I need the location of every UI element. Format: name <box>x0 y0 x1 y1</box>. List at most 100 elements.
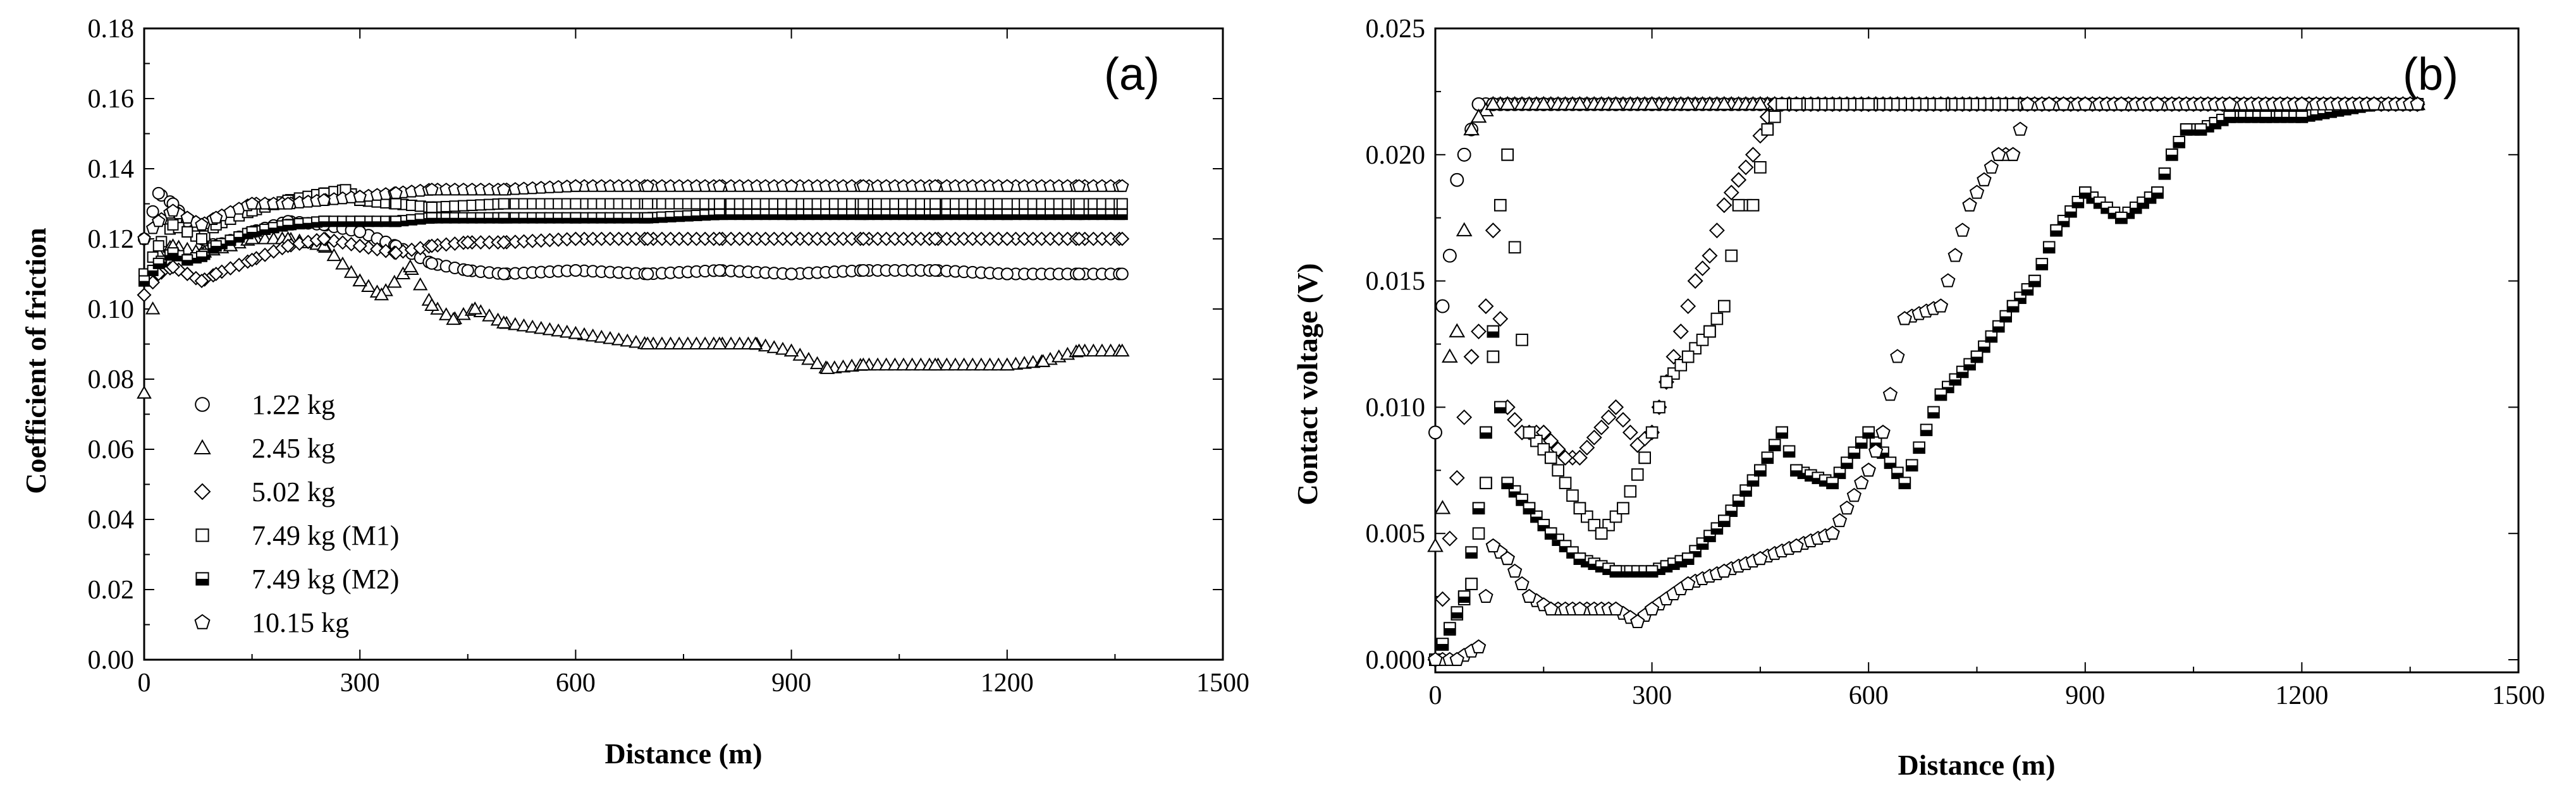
panel-b-data-point <box>1638 451 1651 464</box>
panel-b-data-point <box>1449 470 1465 486</box>
panel-b-data-point <box>1825 525 1840 540</box>
panel-a-data-point <box>785 267 798 281</box>
panel-a-data-point <box>498 212 510 224</box>
panel-a-data-point <box>245 197 259 210</box>
panel-b-data-point <box>1428 652 1443 666</box>
panel-a-data-point <box>785 209 797 221</box>
panel-a-data-point <box>180 210 194 224</box>
panel-b-x-tick-label: 300 <box>1632 681 1672 710</box>
panel-b-data-point <box>1571 449 1588 466</box>
panel-a-data-point <box>1116 198 1128 210</box>
panel-b-data-point <box>1607 95 1624 111</box>
panel-a-x-tick-label: 0 <box>138 669 151 698</box>
panel-a-data-point <box>195 233 207 245</box>
panel-a-data-point <box>929 209 941 221</box>
panel-a-data-point <box>857 264 870 277</box>
panel-a-data-point <box>387 274 402 288</box>
panel-a-data-point <box>137 231 151 245</box>
panel-b-data-point <box>1955 222 1970 237</box>
panel-b-data-point <box>2150 96 2165 111</box>
panel-b-data-point <box>1571 95 1588 111</box>
panel-b-y-tick-label: 0.025 <box>1366 15 1426 44</box>
panel-b-data-point <box>2005 147 2021 161</box>
panel-b-data-point <box>1622 424 1638 440</box>
panel-b-data-point <box>1480 426 1492 439</box>
panel-a-data-point <box>642 212 654 224</box>
panel-b-data-point <box>1487 350 1500 363</box>
panel-b-data-point <box>1934 388 1947 401</box>
panel-a-y-tick-label: 0.04 <box>88 506 135 535</box>
panel-a-data-point <box>166 259 180 274</box>
panel-b-series-5 <box>1428 96 2425 666</box>
panel-a-data-point <box>438 307 454 320</box>
panel-a-data-point <box>425 183 439 196</box>
panel-b-data-point <box>1947 248 1963 262</box>
panel-b-data-point <box>1573 502 1586 515</box>
panel-b-data-point <box>1523 426 1536 439</box>
panel-b-x-tick-label: 900 <box>2065 681 2105 710</box>
panel-a-data-point <box>613 212 625 224</box>
panel-a-data-point <box>326 248 341 262</box>
panel-a-data-point <box>1072 179 1086 192</box>
panel-b-data-point <box>1428 425 1442 440</box>
panel-b-data-point <box>1738 159 1754 176</box>
panel-b-data-point <box>1708 222 1725 239</box>
panel-b-data-point <box>2042 241 2056 254</box>
panel-a-data-point <box>712 336 727 349</box>
panel-b-data-point <box>2078 96 2093 111</box>
panel-a-data-point <box>413 277 428 291</box>
panel-a-data-point <box>560 324 575 338</box>
panel-b-data-point <box>1846 488 1861 502</box>
panel-a-data-point <box>785 198 797 210</box>
panel-a-data-point <box>167 219 179 231</box>
panel-b-data-point <box>1493 401 1507 414</box>
panel-b-data-point <box>1832 512 1848 528</box>
panel-a-data-point <box>424 238 439 253</box>
legend-entry-1: 2.45 kg <box>252 433 335 464</box>
panel-a-data-point <box>1088 209 1100 221</box>
panel-b-data-point <box>1768 111 1781 123</box>
panel-a-data-point <box>673 210 685 222</box>
panel-b-data-point <box>1493 198 1507 212</box>
panel-b-data-point <box>1456 409 1473 425</box>
panel-b-data-point <box>1841 456 1853 470</box>
panel-b-data-point <box>1478 298 1494 314</box>
panel-a-data-point <box>390 198 402 210</box>
panel-a-data-point <box>1072 267 1086 281</box>
panel-a-data-point <box>551 323 566 337</box>
panel-a-data-point <box>570 198 582 210</box>
panel-b-data-point <box>1710 312 1724 325</box>
panel-b-data-point <box>1855 436 1868 449</box>
panel-b-plot-frame <box>1434 27 2520 674</box>
panel-b-data-point <box>1471 639 1487 653</box>
panel-b-data-point <box>1552 464 1564 477</box>
panel-a-data-point <box>152 240 164 252</box>
panel-b-data-point <box>1725 504 1738 518</box>
panel-b-data-point <box>1702 248 1718 264</box>
panel-b-data-point <box>1645 565 1659 578</box>
panel-b-data-point <box>2042 96 2057 111</box>
panel-b-data-point <box>1544 527 1557 540</box>
panel-a-data-point <box>525 319 540 333</box>
panel-b-data-point <box>1905 459 1918 472</box>
legend-marker-0 <box>195 397 210 412</box>
panel-a-data-point <box>1000 267 1014 281</box>
panel-a-series-5 <box>137 179 1129 245</box>
panel-b-data-point <box>1776 98 1788 111</box>
panel-b-data-point <box>1501 476 1514 490</box>
panel-b-data-point <box>1435 299 1450 313</box>
panel-a-data-point <box>352 273 367 287</box>
panel-b-data-point <box>1999 310 2012 323</box>
panel-a-data-point <box>713 209 725 221</box>
panel-b-data-point <box>1891 466 1904 480</box>
panel-b-data-point <box>1500 550 1515 566</box>
panel-b-data-point <box>1508 241 1521 254</box>
panel-a-data-point <box>145 301 161 315</box>
panel-b-data-point <box>1862 426 1875 439</box>
panel-b-data-point <box>1776 426 1788 439</box>
panel-b-data-point <box>1913 441 1925 454</box>
panel-b-data-point <box>1716 95 1733 111</box>
panel-b-data-point <box>2079 186 2092 199</box>
panel-a-data-point <box>497 183 511 196</box>
